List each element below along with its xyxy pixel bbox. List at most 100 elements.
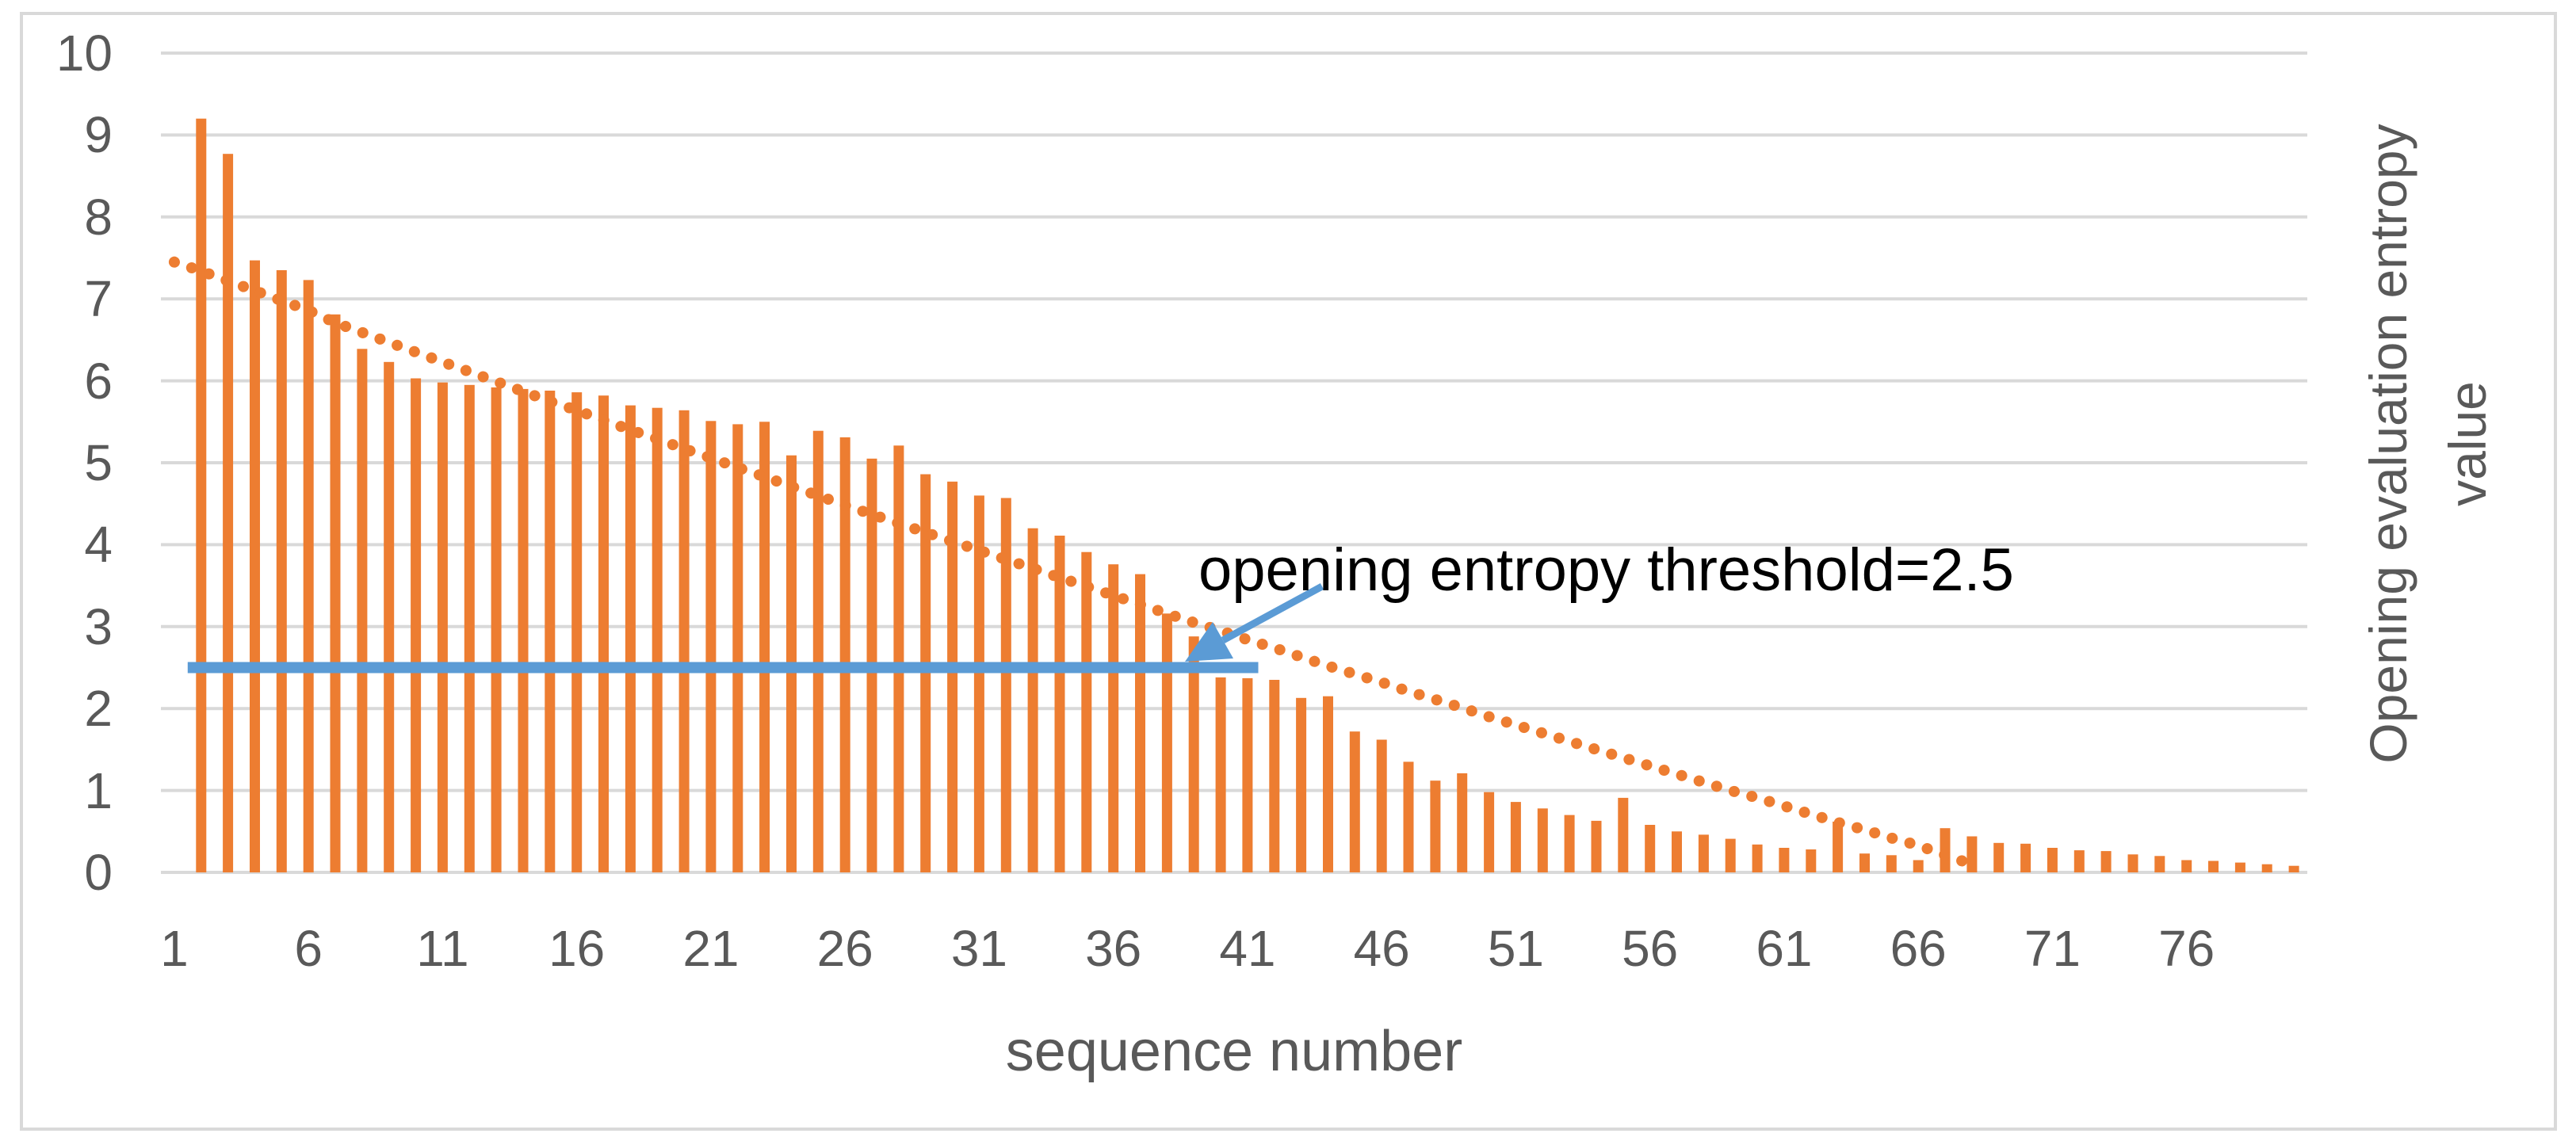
- bar: [678, 410, 690, 872]
- x-tick-label: 16: [548, 920, 606, 977]
- bar: [2100, 851, 2112, 872]
- trend-dotted-line: [168, 256, 1978, 870]
- bar: [812, 430, 824, 872]
- bar: [759, 422, 770, 872]
- bar: [1296, 697, 1307, 872]
- bar: [196, 118, 207, 872]
- bar: [1886, 855, 1897, 872]
- bar: [1269, 680, 1280, 872]
- y-tick-label: 5: [84, 434, 113, 491]
- bar: [303, 280, 314, 872]
- x-tick-label: 51: [1487, 920, 1545, 977]
- x-tick-label: 41: [1219, 920, 1276, 977]
- bar: [491, 387, 502, 872]
- bar: [2288, 865, 2299, 872]
- bar: [2047, 848, 2058, 872]
- y-tick-label: 9: [84, 106, 113, 164]
- gridlines-group: [161, 52, 2307, 874]
- y-tick-label: 3: [84, 597, 113, 655]
- x-tick-label: 61: [1756, 920, 1813, 977]
- bar: [2181, 860, 2192, 872]
- bar: [2020, 843, 2031, 872]
- bar: [1672, 831, 1682, 872]
- bar: [357, 349, 368, 872]
- x-tick-label: 21: [682, 920, 740, 977]
- bar: [2127, 854, 2138, 872]
- bar: [464, 384, 475, 872]
- bar: [2261, 864, 2272, 872]
- x-tick-label: 76: [2158, 920, 2215, 977]
- y-axis-title-line1: Opening evaluation entropy: [2359, 124, 2417, 764]
- bar: [2154, 856, 2165, 872]
- x-tick-label: 56: [1622, 920, 1679, 977]
- bar: [652, 407, 663, 872]
- bar: [973, 495, 984, 872]
- bar: [437, 382, 448, 872]
- bar: [1510, 802, 1521, 872]
- bar: [1457, 773, 1468, 872]
- bar: [2208, 861, 2219, 872]
- bar: [1966, 836, 1978, 872]
- y-tick-label: 1: [84, 761, 113, 819]
- x-tick-label: 31: [950, 920, 1008, 977]
- bar: [1564, 815, 1575, 872]
- bar: [1215, 677, 1226, 872]
- bar: [947, 481, 958, 872]
- bar: [1618, 797, 1629, 872]
- bar: [2073, 850, 2085, 872]
- bar: [1000, 498, 1011, 872]
- bar: [223, 154, 234, 872]
- bar: [732, 424, 743, 872]
- bar: [705, 421, 717, 872]
- bar: [1323, 696, 1333, 872]
- bar: [1725, 838, 1736, 872]
- y-tick-label: 6: [84, 352, 113, 410]
- y-tick-label: 4: [84, 516, 113, 574]
- annotation-arrowhead: [1185, 622, 1233, 662]
- x-tick-label: 71: [2024, 920, 2081, 977]
- trendline-group: [168, 256, 1978, 870]
- bar: [625, 405, 636, 873]
- bar: [1537, 808, 1548, 872]
- bar: [1135, 574, 1145, 872]
- x-tick-label: 46: [1353, 920, 1410, 977]
- y-axis-title-line2: value: [2438, 381, 2497, 506]
- annotation-arrow: [1221, 583, 1324, 643]
- bar: [598, 395, 609, 872]
- bar: [276, 270, 287, 872]
- x-tick-label: 26: [816, 920, 873, 977]
- bar: [839, 437, 850, 872]
- bar: [1188, 636, 1199, 872]
- x-tick-label: 66: [1890, 920, 1947, 977]
- bar: [1376, 739, 1387, 872]
- bar: [1752, 844, 1763, 872]
- x-axis-title: sequence number: [1005, 1020, 1463, 1083]
- bar: [518, 388, 529, 872]
- bar: [545, 391, 556, 872]
- bar: [1913, 860, 1924, 872]
- x-tick-label: 1: [160, 920, 189, 977]
- bar: [920, 474, 931, 872]
- annotation-label: opening entropy threshold=2.5: [1198, 536, 2014, 604]
- bar: [1698, 834, 1709, 872]
- y-tick-label: 10: [55, 25, 113, 82]
- bar: [1645, 825, 1656, 872]
- bar: [1027, 528, 1038, 872]
- bar: [1591, 820, 1602, 872]
- y-tick-label: 2: [84, 680, 113, 738]
- bar: [1108, 564, 1119, 872]
- bar: [1484, 792, 1495, 872]
- y-tick-label: 8: [84, 188, 113, 246]
- bar: [330, 314, 341, 872]
- annotation-arrow-group: [1185, 583, 1324, 662]
- bar: [250, 260, 260, 873]
- bar: [571, 392, 583, 873]
- bar: [893, 445, 904, 872]
- bar: [1403, 761, 1414, 872]
- bar: [1806, 849, 1817, 872]
- bar: [1242, 677, 1253, 872]
- bars-group: [196, 118, 2299, 873]
- x-tick-label: 11: [416, 920, 469, 977]
